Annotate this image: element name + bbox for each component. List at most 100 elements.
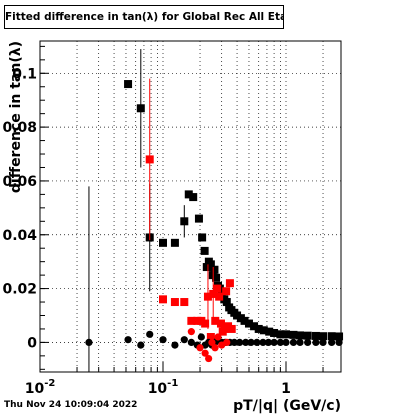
data-point-square xyxy=(212,273,221,282)
data-point-square xyxy=(335,332,344,341)
data-point-circle xyxy=(211,344,219,352)
x-tick-base: 1 xyxy=(281,381,291,397)
data-point-square xyxy=(194,214,203,223)
data-point-square xyxy=(180,217,189,226)
data-point-circle xyxy=(259,338,267,346)
data-point-square xyxy=(202,263,211,272)
data-point-circle xyxy=(124,336,132,344)
axes: 00.020.040.060.080.110-2 10-1 1 xyxy=(2,45,324,397)
data-point-square xyxy=(193,316,202,325)
data-point-circle xyxy=(187,328,195,336)
y-axis-title: difference in tan(λ) xyxy=(8,41,24,193)
data-point-circle xyxy=(236,338,244,346)
data-point-square xyxy=(136,104,145,113)
data-point-circle xyxy=(304,338,312,346)
chart-title: Fitted difference in tan(λ) for Global R… xyxy=(4,5,284,29)
plot-frame xyxy=(39,40,342,373)
data-point-circle xyxy=(159,336,167,344)
x-tick-label: 1 xyxy=(281,381,291,397)
data-point-circle xyxy=(276,338,284,346)
data-point-square xyxy=(206,260,215,269)
data-point-circle xyxy=(289,338,298,346)
data-point-circle xyxy=(296,338,304,346)
data-point-circle xyxy=(197,333,205,341)
data-point-square xyxy=(222,287,231,296)
data-point-square xyxy=(213,284,222,293)
timestamp: Thu Nov 24 10:09:04 2022 xyxy=(4,400,138,410)
data-point-square xyxy=(327,332,336,341)
data-point-square xyxy=(265,327,274,336)
data-point-square xyxy=(189,193,198,202)
data-point-circle xyxy=(335,338,343,346)
data-point-square xyxy=(240,316,249,325)
data-point-square xyxy=(203,292,212,301)
data-point-square xyxy=(170,298,179,307)
data-point-square xyxy=(303,331,312,340)
y-tick-label: 0 xyxy=(27,335,37,351)
data-point-circle xyxy=(137,341,145,349)
data-point-square xyxy=(170,238,179,247)
data-point-square xyxy=(145,155,154,164)
data-point-circle xyxy=(282,338,290,346)
data-point-circle xyxy=(214,333,222,341)
x-tick-base: 10 xyxy=(25,381,45,397)
y-tick-label: 0.06 xyxy=(2,174,37,190)
data-point-circle xyxy=(270,338,278,346)
y-tick-label: 0.1 xyxy=(12,66,37,82)
x-tick-base: 10 xyxy=(148,381,168,397)
data-point-square xyxy=(158,295,167,304)
data-point-square xyxy=(198,233,207,242)
data-point-circle xyxy=(312,338,320,346)
data-point-square xyxy=(158,238,167,247)
data-point-square xyxy=(311,331,320,340)
data-point-square xyxy=(187,316,196,325)
data-point-circle xyxy=(85,338,93,346)
data-point-circle xyxy=(208,338,216,346)
x-tick-label: 10-2 xyxy=(25,378,56,397)
data-point-square xyxy=(201,319,210,328)
data-point-circle xyxy=(264,338,273,346)
data-point-square xyxy=(124,80,133,89)
data-point-square xyxy=(296,331,305,340)
data-point-circle xyxy=(187,338,195,346)
data-point-circle xyxy=(253,338,261,346)
data-point-square xyxy=(210,265,219,274)
data-point-circle xyxy=(180,336,188,344)
data-point-square xyxy=(215,292,224,301)
data-point-square xyxy=(227,324,236,333)
data-point-square xyxy=(319,332,328,341)
data-point-circle xyxy=(223,338,231,346)
data-point-square xyxy=(216,319,225,328)
data-point-circle xyxy=(201,349,209,357)
y-tick-label: 0.04 xyxy=(2,228,37,244)
data-point-circle xyxy=(146,330,154,338)
data-point-circle xyxy=(319,338,327,346)
data-point-square xyxy=(270,328,279,337)
data-series xyxy=(85,49,344,372)
x-tick-label: 10-1 xyxy=(148,378,179,397)
data-point-square xyxy=(184,190,193,199)
x-tick-exponent: -1 xyxy=(167,378,178,389)
data-point-square xyxy=(211,316,220,325)
data-point-square xyxy=(180,298,189,307)
x-tick-exponent: -2 xyxy=(44,378,55,389)
data-point-circle xyxy=(242,338,250,346)
data-point-circle xyxy=(205,354,213,363)
data-point-circle xyxy=(171,341,179,349)
data-point-circle xyxy=(247,338,255,346)
x-axis-title: pT/|q| (GeV/c) xyxy=(233,398,341,414)
data-point-square xyxy=(276,330,285,339)
data-point-square xyxy=(222,298,231,307)
data-point-square xyxy=(250,322,259,331)
data-point-circle xyxy=(196,344,204,352)
data-point-square xyxy=(289,330,298,339)
data-point-square xyxy=(244,319,253,328)
data-point-square xyxy=(209,289,218,298)
data-point-square xyxy=(254,324,263,333)
data-point-square xyxy=(200,246,209,255)
y-tick-label: 0.08 xyxy=(2,120,37,136)
y-tick-label: 0.02 xyxy=(2,282,37,298)
data-point-circle xyxy=(230,338,238,346)
data-point-circle xyxy=(328,338,336,346)
